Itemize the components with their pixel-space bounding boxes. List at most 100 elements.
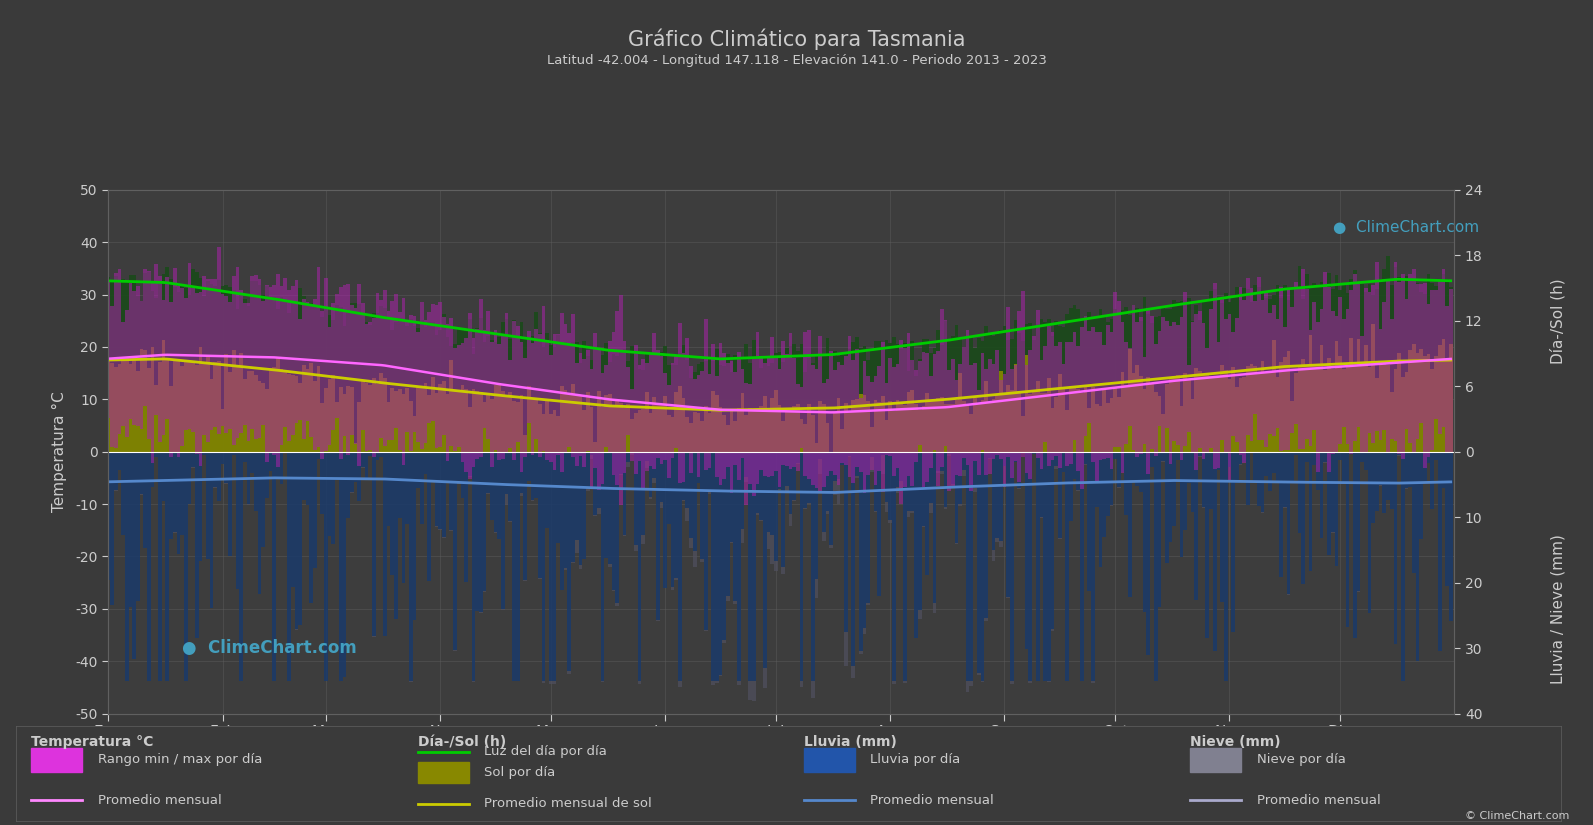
Bar — [1220, 303, 1223, 452]
Bar — [1099, 332, 1102, 460]
Bar — [1301, 269, 1305, 449]
Bar — [1389, 452, 1394, 509]
Bar — [416, 332, 421, 442]
Bar — [1013, 365, 1018, 460]
Bar — [803, 424, 808, 452]
Bar — [1228, 380, 1231, 452]
Bar — [884, 384, 889, 455]
Bar — [656, 452, 660, 620]
Bar — [1002, 374, 1007, 487]
Bar — [889, 401, 892, 452]
Bar — [663, 396, 667, 452]
Bar — [180, 288, 183, 446]
Bar — [690, 452, 693, 538]
Bar — [1142, 452, 1147, 612]
Bar — [575, 363, 578, 465]
Bar — [1024, 324, 1029, 452]
Bar — [652, 478, 656, 483]
Bar — [452, 344, 457, 452]
Bar — [575, 394, 578, 452]
Bar — [502, 333, 505, 459]
Bar — [1364, 452, 1368, 469]
Bar — [1341, 452, 1346, 483]
Bar — [637, 369, 642, 452]
Bar — [682, 398, 685, 452]
Bar — [508, 339, 513, 452]
Bar — [593, 332, 597, 468]
Bar — [1442, 274, 1445, 452]
Bar — [1051, 337, 1055, 452]
Bar — [306, 302, 309, 421]
Bar — [317, 309, 320, 452]
Bar — [844, 353, 847, 452]
Bar — [962, 469, 965, 476]
Bar — [847, 412, 851, 452]
Bar — [443, 317, 446, 436]
Bar — [1330, 289, 1335, 452]
Bar — [785, 347, 789, 452]
Bar — [1164, 452, 1169, 563]
Bar — [1209, 376, 1212, 452]
Bar — [1176, 375, 1180, 452]
Bar — [1223, 294, 1228, 452]
Bar — [637, 365, 642, 461]
Bar — [612, 452, 615, 591]
Bar — [749, 452, 752, 681]
Bar — [785, 354, 789, 465]
Bar — [264, 389, 269, 452]
Bar — [1206, 452, 1209, 639]
Bar — [390, 388, 393, 452]
Bar — [637, 452, 642, 681]
Bar — [1007, 340, 1010, 452]
Bar — [1169, 309, 1172, 452]
Bar — [1117, 300, 1120, 447]
Bar — [1394, 452, 1397, 644]
Bar — [631, 389, 634, 461]
Bar — [626, 452, 631, 462]
Bar — [1021, 416, 1024, 452]
Bar — [701, 362, 704, 452]
Bar — [1088, 332, 1091, 423]
Bar — [468, 314, 472, 479]
Bar — [449, 318, 452, 446]
Bar — [129, 283, 132, 419]
Bar — [1309, 452, 1313, 571]
Bar — [1243, 300, 1246, 463]
Bar — [236, 367, 239, 452]
Bar — [162, 452, 166, 501]
Bar — [183, 298, 188, 430]
Bar — [819, 336, 822, 491]
Bar — [460, 385, 464, 452]
Bar — [789, 333, 792, 469]
Bar — [623, 342, 626, 473]
Bar — [581, 360, 586, 467]
Bar — [830, 356, 833, 452]
Bar — [151, 291, 155, 452]
Bar — [1271, 305, 1276, 436]
Bar — [1010, 452, 1013, 681]
Bar — [1450, 289, 1453, 452]
Bar — [435, 335, 438, 452]
Bar — [475, 391, 479, 452]
Bar — [1431, 369, 1434, 452]
Bar — [1434, 285, 1438, 452]
Bar — [648, 497, 652, 499]
Bar — [538, 578, 542, 579]
Bar — [382, 290, 387, 446]
Text: © ClimeChart.com: © ClimeChart.com — [1464, 811, 1569, 821]
Bar — [726, 426, 730, 452]
Bar — [284, 278, 287, 427]
Bar — [884, 340, 889, 452]
Bar — [1400, 280, 1405, 452]
Bar — [432, 323, 435, 452]
Bar — [704, 406, 707, 452]
Bar — [331, 320, 335, 452]
Bar — [276, 274, 280, 467]
Bar — [1013, 320, 1018, 452]
Bar — [1114, 388, 1117, 452]
Bar — [464, 452, 468, 582]
Bar — [1117, 314, 1120, 452]
Bar — [538, 332, 542, 452]
Bar — [312, 299, 317, 450]
Bar — [836, 362, 841, 485]
